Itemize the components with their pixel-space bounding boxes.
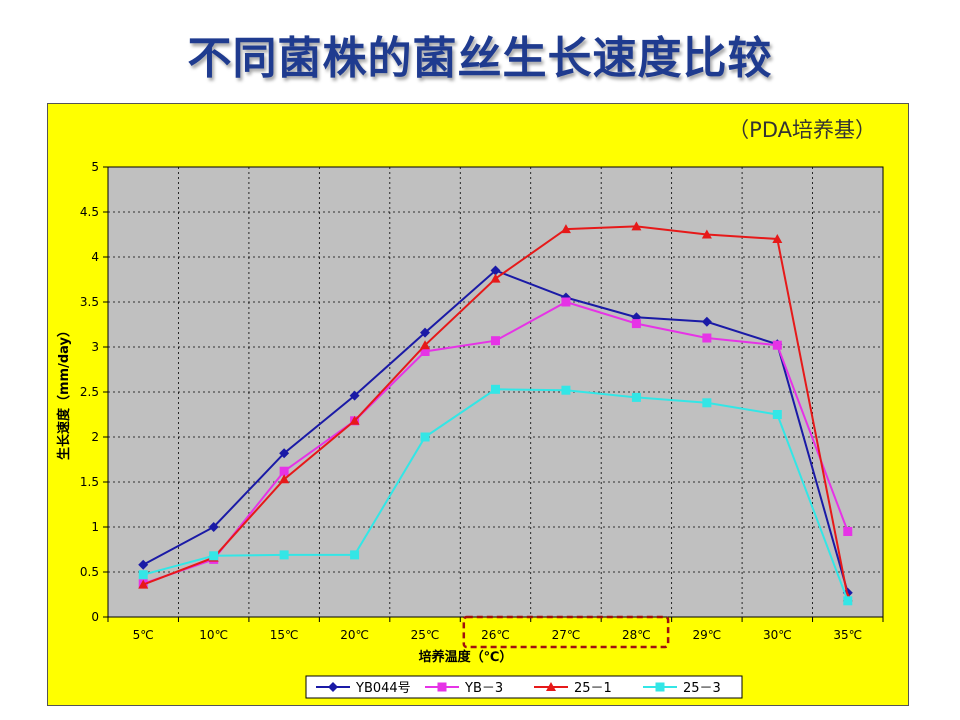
data-point: [561, 297, 571, 307]
y-tick-label: 4: [91, 250, 99, 264]
data-point: [279, 550, 289, 560]
data-point: [561, 385, 571, 395]
data-point: [843, 596, 853, 606]
x-tick-label: 25℃: [411, 628, 440, 642]
legend-marker: [546, 682, 556, 691]
legend-label: 25－3: [683, 681, 721, 696]
legend-box: [305, 675, 743, 699]
data-point: [631, 392, 641, 402]
legend-marker: [655, 682, 665, 692]
data-point: [279, 448, 290, 459]
y-axis-label: 生长速度（mm/day）: [56, 324, 72, 460]
data-point: [350, 550, 360, 560]
legend-item: 25－3: [643, 681, 721, 696]
data-point: [420, 340, 431, 350]
y-tick-label: 2.5: [80, 385, 99, 399]
data-point: [772, 234, 783, 243]
data-point: [349, 390, 360, 401]
legend-label: YB044号: [355, 681, 411, 696]
y-tick-label: 3: [91, 340, 99, 354]
legend-marker: [328, 682, 338, 692]
y-tick-label: 1.5: [80, 475, 99, 489]
legend-item: YB－3: [425, 681, 503, 696]
data-point: [279, 474, 290, 484]
highlight-box: [462, 615, 670, 649]
data-point: [138, 559, 149, 570]
y-tick-label: 0: [91, 610, 99, 624]
data-point: [701, 316, 712, 327]
data-point: [772, 410, 782, 419]
x-tick-label: 27℃: [552, 628, 581, 642]
data-point: [631, 319, 641, 329]
x-tick-label: 29℃: [692, 628, 721, 642]
y-tick-label: 5: [91, 160, 99, 174]
series-group: [138, 221, 853, 606]
y-tick-label: 4.5: [80, 205, 99, 219]
y-tick-label: 1: [91, 520, 99, 534]
legend: YB044号 YB－3 25－1 25－3: [305, 675, 743, 699]
legend-item: 25－1: [534, 681, 612, 696]
grid-lines: [108, 166, 883, 618]
x-tick-label: 28℃: [622, 628, 651, 642]
data-point: [491, 384, 500, 394]
x-tick-label: 5℃: [133, 628, 154, 642]
x-axis-label: 培养温度（℃）: [419, 649, 513, 665]
y-tick-label: 3.5: [80, 295, 99, 309]
data-point: [208, 522, 219, 532]
data-point: [138, 570, 148, 580]
data-point: [772, 340, 782, 350]
y-tick-label: 2: [91, 430, 99, 444]
legend-marker: [437, 682, 447, 692]
data-point: [209, 551, 219, 561]
legend-label: 25－1: [574, 681, 612, 696]
data-point: [279, 466, 289, 476]
data-point: [138, 579, 149, 589]
data-point: [420, 432, 430, 442]
data-point: [349, 415, 360, 425]
series-4: [138, 384, 853, 606]
data-point: [843, 527, 853, 536]
data-point: [560, 224, 571, 234]
x-tick-label: 35℃: [833, 628, 862, 642]
legend-label: YB－3: [464, 681, 503, 696]
data-point: [420, 347, 430, 356]
data-point: [701, 229, 712, 239]
chart-subtitle: （PDA培养基）: [728, 118, 876, 142]
y-axis-ticks: 0 0.5 1 1.5 2 2.5 3 3.5 4 4.5 5: [80, 160, 108, 624]
y-tick-label: 0.5: [80, 565, 99, 579]
data-point: [490, 273, 501, 283]
data-point: [490, 265, 501, 276]
x-axis-ticks: 5℃ 10℃ 15℃ 20℃ 25℃ 26℃ 27℃ 28℃ 29℃ 30℃ 35℃: [107, 617, 884, 642]
data-point: [702, 333, 712, 343]
x-tick-label: 10℃: [199, 628, 228, 642]
data-point: [491, 336, 500, 346]
data-point: [631, 221, 642, 231]
legend-item: YB044号: [316, 681, 411, 696]
x-tick-label: 15℃: [270, 628, 299, 642]
x-tick-label: 26℃: [481, 628, 510, 642]
data-point: [420, 327, 431, 338]
x-tick-label: 30℃: [763, 628, 792, 642]
data-point: [702, 398, 712, 408]
slide-title: 不同菌株的菌丝生长速度比较: [187, 33, 773, 84]
x-tick-label: 20℃: [340, 628, 369, 642]
